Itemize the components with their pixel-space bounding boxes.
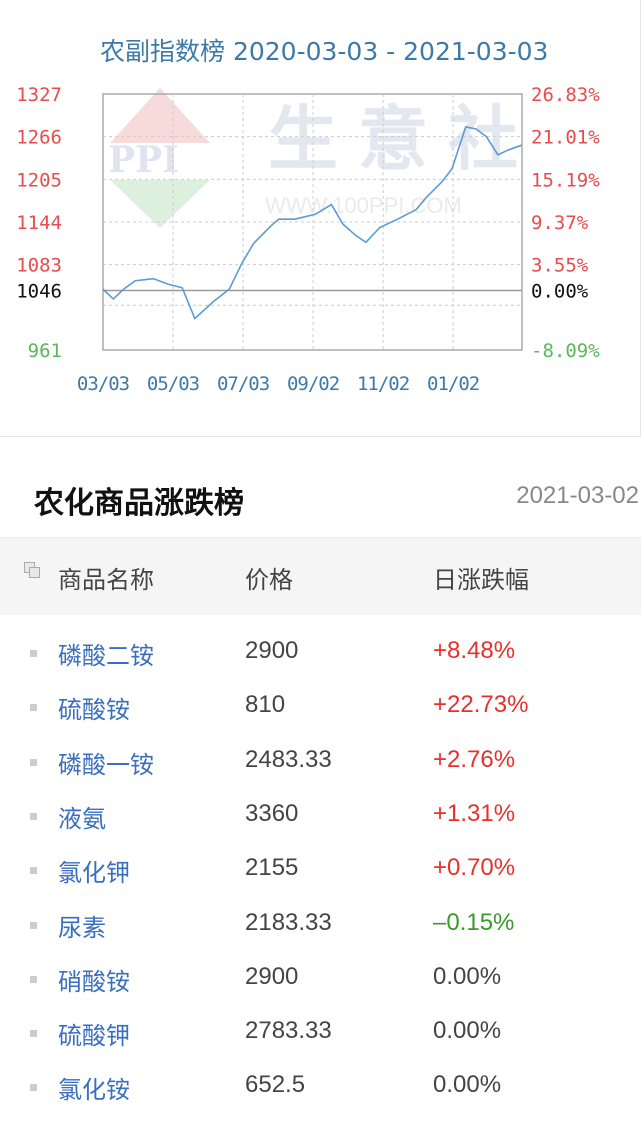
- y-tick-left: 1205: [16, 169, 62, 191]
- y-tick-left: 1083: [16, 255, 62, 277]
- watermark-brand: 生意社: [268, 98, 538, 180]
- daily-change: –0.15%: [433, 908, 515, 936]
- header-change: 日涨跌幅: [433, 566, 529, 594]
- table-row: 尿素 2183.33 –0.15%: [0, 898, 641, 952]
- table-row: 磷酸二铵 2900 +8.48%: [0, 626, 641, 680]
- section-date: 2021-03-02: [516, 482, 639, 509]
- x-tick: 03/03: [77, 373, 130, 395]
- table-row: 液氨 3360 +1.31%: [0, 789, 641, 843]
- section-header: 农化商品涨跌榜 2021-03-02: [0, 470, 641, 526]
- header-name: 商品名称: [58, 566, 154, 594]
- bullet-icon: [30, 1030, 37, 1038]
- price: 2783.33: [245, 1017, 332, 1045]
- bullet-icon: [30, 867, 37, 875]
- commodity-link[interactable]: 磷酸二铵: [58, 642, 154, 670]
- x-tick: 07/03: [217, 373, 270, 395]
- table-row: 硫酸钾 2783.33 0.00%: [0, 1006, 641, 1060]
- table-row: 氯化铵 652.5 0.00%: [0, 1060, 641, 1114]
- x-tick: 11/02: [357, 373, 409, 395]
- chart-title: 农副指数榜 2020-03-03 - 2021-03-03: [100, 37, 548, 66]
- y-tick-left: 1046: [16, 281, 62, 303]
- price: 2900: [245, 637, 299, 664]
- daily-change: +22.73%: [433, 691, 529, 719]
- commodity-link[interactable]: 尿素: [58, 913, 106, 942]
- watermark-logo-up: [110, 88, 210, 143]
- daily-change: +1.31%: [433, 799, 516, 827]
- y-tick-right: -8.09%: [531, 340, 600, 362]
- commodity-link[interactable]: 硝酸铵: [58, 967, 130, 996]
- x-tick: 01/02: [427, 373, 479, 395]
- bullet-icon: [30, 812, 37, 820]
- bullet-icon: [30, 704, 37, 712]
- commodity-link[interactable]: 硫酸铵: [58, 696, 130, 725]
- price: 2155: [245, 854, 299, 882]
- y-tick-left: 1144: [16, 212, 62, 234]
- commodity-link[interactable]: 氯化铵: [58, 1076, 130, 1105]
- index-line: [102, 125, 523, 320]
- commodity-link[interactable]: 硫酸钾: [58, 1022, 130, 1051]
- watermark-logo-down: [110, 180, 210, 228]
- x-tick: 09/02: [287, 373, 339, 395]
- price: 2483.33: [245, 745, 332, 773]
- bullet-icon: [30, 921, 37, 929]
- commodity-link[interactable]: 液氨: [58, 804, 106, 833]
- header-price: 价格: [245, 566, 293, 594]
- table-row: 硫酸铵 810 +22.73%: [0, 680, 641, 734]
- daily-change: +8.48%: [433, 637, 516, 664]
- y-tick-right: 0.00%: [531, 281, 589, 303]
- price: 2183.33: [245, 908, 332, 936]
- y-tick-right: 15.19%: [531, 169, 600, 191]
- table-row: 磷酸一铵 2483.33 +2.76%: [0, 735, 641, 789]
- price: 2900: [245, 962, 299, 990]
- y-tick-right: 21.01%: [531, 127, 600, 149]
- y-tick-right: 3.55%: [531, 255, 589, 277]
- watermark-url: WWW.100PPI.COM: [265, 193, 462, 218]
- daily-change: +0.70%: [433, 854, 516, 882]
- bullet-icon: [30, 758, 37, 766]
- copy-icon: [24, 562, 42, 580]
- bullet-icon: [30, 975, 37, 983]
- bullet-icon: [30, 1084, 37, 1092]
- daily-change: 0.00%: [433, 1017, 502, 1045]
- table-header: 商品名称 价格 日涨跌幅: [0, 537, 641, 615]
- x-tick: 05/03: [147, 373, 200, 395]
- y-tick-left: 1327: [16, 84, 62, 106]
- daily-change: +2.76%: [433, 745, 516, 773]
- section-title: 农化商品涨跌榜: [34, 486, 244, 521]
- bullet-icon: [30, 650, 37, 657]
- y-tick-right: 9.37%: [531, 212, 589, 234]
- index-chart-card: 农副指数榜 2020-03-03 - 2021-03-03 PPI 生意社 WWW.1…: [0, 0, 641, 437]
- daily-change: 0.00%: [433, 962, 502, 990]
- y-tick-left: 961: [28, 340, 62, 362]
- y-tick-right: 26.83%: [531, 84, 600, 106]
- commodity-link[interactable]: 磷酸一铵: [58, 750, 154, 779]
- price: 810: [245, 691, 286, 719]
- price: 652.5: [245, 1071, 306, 1099]
- y-tick-left: 1266: [16, 127, 62, 149]
- watermark-logo-text: PPI: [108, 139, 179, 181]
- table-row: 硝酸铵 2900 0.00%: [0, 952, 641, 1006]
- commodity-link[interactable]: 氯化钾: [58, 859, 130, 888]
- daily-change: 0.00%: [433, 1071, 502, 1099]
- price: 3360: [245, 799, 299, 827]
- table-row: 氯化钾 2155 +0.70%: [0, 843, 641, 897]
- index-chart: 农副指数榜 2020-03-03 - 2021-03-03 PPI 生意社 WWW.1…: [16, 37, 600, 395]
